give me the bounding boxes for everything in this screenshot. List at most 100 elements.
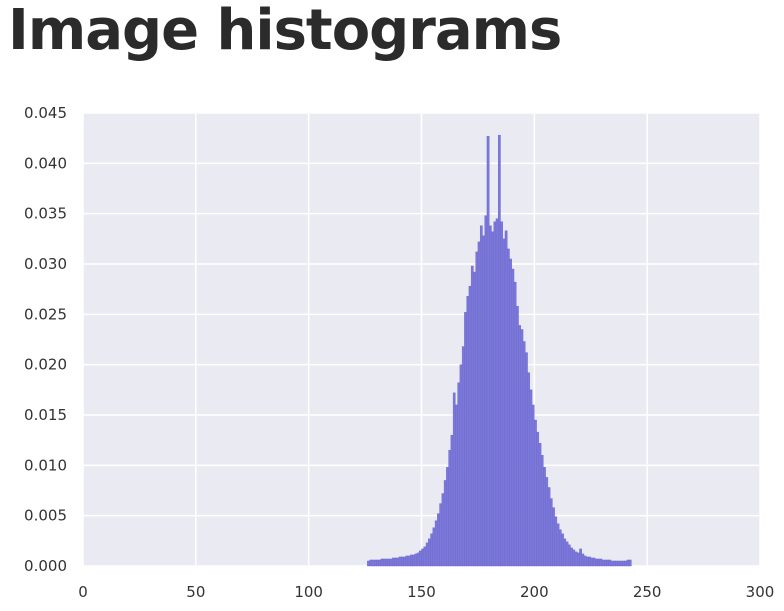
histogram-bar (513, 281, 517, 567)
x-tick-label: 200 (520, 583, 549, 601)
y-tick-label: 0.005 (24, 507, 67, 525)
histogram-bar (556, 523, 560, 567)
histogram-bar (439, 503, 443, 567)
histogram-bar (495, 218, 499, 567)
histogram-bar (518, 325, 521, 567)
histogram-bar (608, 559, 612, 567)
histogram-bar (504, 230, 508, 567)
x-axis-ticks: 0 50 100 150 200 250 300 (78, 583, 774, 601)
histogram-bar (543, 467, 546, 567)
y-tick-label: 0.030 (24, 255, 67, 273)
histogram-bar (371, 559, 375, 567)
histogram-bar (572, 549, 576, 567)
y-tick-label: 0.045 (24, 104, 67, 122)
x-tick-label: 0 (78, 583, 88, 601)
histogram-bar (400, 556, 404, 567)
histogram-bar (443, 480, 447, 567)
histogram-bar (529, 389, 533, 567)
histogram-bar (376, 559, 379, 567)
histogram-bar (536, 431, 540, 567)
histogram-bar (428, 538, 431, 567)
histogram-bars (367, 134, 632, 567)
histogram-bar (507, 248, 510, 567)
histogram-bar (486, 135, 490, 567)
histogram-bar (498, 134, 501, 567)
x-tick-label: 250 (633, 583, 662, 601)
x-tick-label: 300 (746, 583, 775, 601)
histogram-bar (437, 513, 440, 567)
histogram-bar (525, 352, 528, 567)
y-tick-label: 0.020 (24, 356, 67, 374)
histogram-bar (452, 392, 456, 567)
y-tick-label: 0.040 (24, 154, 67, 172)
histogram-bar (624, 560, 628, 567)
histogram-bar (416, 552, 420, 567)
histogram-bar (405, 555, 409, 567)
histogram-bar (441, 493, 445, 567)
x-tick-label: 150 (407, 583, 436, 601)
histogram-bar (538, 442, 542, 567)
histogram-bar (599, 558, 603, 567)
histogram-bar (466, 296, 470, 567)
histogram-bar (617, 560, 621, 567)
histogram-bar (419, 550, 422, 567)
histogram-bar (577, 552, 580, 567)
histogram-bar (592, 557, 596, 567)
histogram-bar (626, 559, 630, 567)
histogram-bar (586, 556, 589, 567)
histogram-bar (531, 404, 535, 567)
histogram-bar (561, 533, 564, 567)
histogram-bar (500, 221, 503, 567)
histogram-bar (534, 419, 537, 567)
histogram-bar (484, 215, 488, 567)
histogram-bar (398, 556, 402, 567)
histogram-bar (606, 559, 610, 567)
histogram-bar (394, 557, 397, 567)
histogram-bar (588, 556, 591, 567)
histogram-bar (581, 553, 585, 567)
histogram-bar (540, 455, 544, 567)
histogram-bar (522, 341, 526, 567)
histogram-bar (554, 516, 558, 567)
x-tick-label: 50 (186, 583, 205, 601)
histogram-bar (468, 285, 472, 567)
histogram-bar (482, 235, 485, 567)
histogram-bar (628, 559, 632, 567)
histogram-bar (579, 548, 582, 567)
histogram-bar (619, 560, 623, 567)
histogram-bar (455, 404, 458, 567)
x-tick-label: 100 (294, 583, 323, 601)
histogram-bar (622, 560, 625, 567)
histogram-bar (464, 312, 467, 567)
histogram-bar (563, 538, 567, 567)
histogram-bar (574, 551, 578, 567)
histogram-bar (470, 265, 474, 567)
histogram-bar (493, 221, 497, 567)
y-tick-label: 0.000 (24, 557, 67, 575)
histogram-bar (473, 271, 476, 567)
histogram-bar (475, 251, 479, 567)
y-tick-label: 0.025 (24, 305, 67, 323)
histogram-bar (545, 477, 549, 567)
histogram-bar (396, 557, 400, 567)
histogram-bar (479, 225, 483, 567)
histogram-bar (489, 225, 492, 567)
histogram-bar (511, 268, 515, 567)
histogram-bar (380, 558, 384, 567)
histogram-bar (446, 467, 449, 567)
histogram-bar (502, 238, 506, 567)
histogram-bar (385, 558, 388, 567)
y-tick-label: 0.035 (24, 205, 67, 223)
histogram-bar (457, 382, 461, 567)
histogram-bar (615, 560, 619, 567)
histogram-bar (414, 553, 418, 567)
y-tick-label: 0.015 (24, 406, 67, 424)
histogram-bar (432, 527, 436, 567)
histogram-bar (450, 434, 454, 567)
histogram-bar (491, 231, 494, 567)
histogram-bar (597, 558, 600, 567)
histogram-bar (565, 541, 569, 567)
y-axis-ticks: 0.000 0.005 0.010 0.015 0.020 0.025 0.030 0.035… (24, 104, 67, 575)
histogram-bar (549, 498, 553, 567)
histogram-bar (382, 558, 386, 567)
